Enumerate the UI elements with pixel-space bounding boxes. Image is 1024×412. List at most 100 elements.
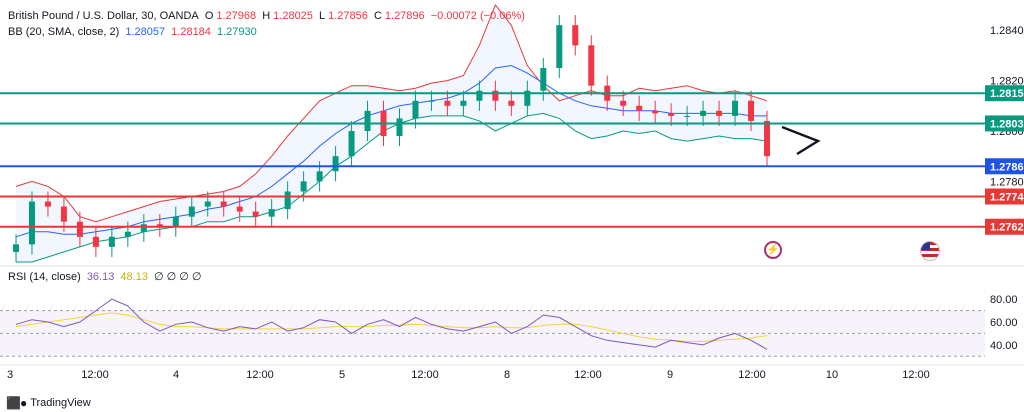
close-value: 1.27896: [384, 10, 425, 22]
high-label: H: [262, 10, 271, 22]
candle-body: [540, 68, 547, 91]
symbol-title: British Pound / U.S. Dollar, 30, OANDA: [8, 10, 199, 22]
time-tick-label: 8: [504, 369, 510, 381]
candle-body: [716, 110, 723, 116]
candle-body: [524, 90, 531, 106]
level-label: 1.2786: [990, 161, 1024, 173]
candle-body: [188, 206, 195, 217]
time-axis: 3 12:00 4 12:00 5 12:00 8 12:00 9 12:00 10 12:00: [0, 265, 1024, 381]
candle-body: [444, 100, 451, 106]
low-value: 1.27856: [328, 10, 368, 22]
price-tick-label: 1.2780: [990, 176, 1024, 188]
candle-body: [636, 105, 643, 111]
lightning-event-icon[interactable]: ⚡: [764, 241, 782, 259]
rsi-tick-label: 40.00: [990, 340, 1018, 352]
level-label-box: [985, 115, 1024, 132]
candle-body: [348, 131, 355, 157]
rsi-legend[interactable]: RSI (14, close) 36.13 48.13 ∅ ∅ ∅ ∅: [8, 270, 205, 283]
change-value: −0.00072 (−0.06%): [430, 10, 525, 22]
candle-body: [28, 201, 35, 245]
bb-lower-value: 1.27930: [216, 26, 257, 38]
rsi-tick-label: 60.00: [990, 317, 1018, 329]
candle-body: [252, 211, 259, 217]
level-label: 1.2774: [990, 192, 1024, 204]
candle-body: [764, 120, 771, 157]
level-label-box: [985, 85, 1024, 102]
us-flag-event-icon[interactable]: [920, 241, 940, 261]
candle-body: [76, 221, 83, 237]
candle-body: [684, 115, 691, 117]
candle-body: [220, 201, 227, 207]
candle-body: [668, 113, 675, 116]
candle-body: [108, 236, 115, 247]
time-tick-label: 12:00: [902, 369, 930, 381]
candle-body: [412, 100, 419, 119]
candle-body: [284, 191, 291, 210]
candle-body: [572, 25, 579, 46]
rsi-value: 36.13: [86, 271, 115, 283]
time-tick-label: 5: [339, 369, 345, 381]
time-tick-label: 10: [826, 369, 838, 381]
candle-body: [492, 90, 499, 101]
open-value: 1.27968: [216, 10, 257, 22]
level-label: 1.2815: [990, 88, 1024, 100]
close-label: C: [373, 10, 382, 22]
time-tick-label: 9: [667, 369, 673, 381]
candle-body: [236, 206, 243, 212]
rsi-line: [15, 298, 768, 350]
bb-upper-line: [15, 4, 768, 223]
candle-body: [268, 209, 275, 217]
candle-body: [588, 45, 595, 86]
bb-lower-line: [16, 112, 768, 263]
time-tick-label: 12:00: [411, 369, 439, 381]
candle-body: [396, 118, 403, 137]
rsi-pane: 80.00 60.00 40.00: [0, 294, 1018, 357]
arrow-annotation: [781, 125, 821, 156]
candle-body: [332, 156, 339, 172]
candle-body: [44, 201, 51, 207]
candle-body: [428, 100, 435, 102]
candle-body: [748, 100, 755, 121]
candle-body: [732, 100, 739, 116]
time-tick-label: 3: [7, 369, 13, 381]
candle-body: [92, 236, 99, 247]
time-tick-label: 12:00: [738, 369, 766, 381]
candle-body: [140, 224, 147, 232]
candle-body: [476, 90, 483, 101]
time-tick-label: 12:00: [574, 369, 602, 381]
bb-label: BB (20, SMA, close, 2): [8, 26, 120, 38]
candle-body: [300, 181, 307, 192]
candle-body: [508, 100, 515, 106]
high-value: 1.28025: [273, 10, 313, 22]
candle-body: [60, 206, 67, 222]
bb-basis-value: 1.28057: [125, 26, 166, 38]
brand-name[interactable]: TradingView: [30, 397, 91, 409]
bb-band-fill: [16, 5, 767, 262]
bb-upper-value: 1.28184: [171, 26, 211, 38]
candle-body: [172, 216, 179, 227]
candle-body: [652, 110, 659, 114]
candle-body: [124, 231, 131, 237]
candle-body: [12, 244, 19, 252]
rsi-extra-values: ∅ ∅ ∅ ∅: [154, 271, 202, 283]
time-tick-label: 12:00: [81, 369, 109, 381]
price-pane: 1.28401.28201.28001.27801.28151.28031.27…: [0, 4, 1024, 263]
level-label: 1.2803: [990, 118, 1024, 130]
time-tick-label: 4: [173, 369, 179, 381]
price-tick-label: 1.2840: [990, 25, 1024, 37]
price-tick-label: 1.2820: [990, 76, 1024, 88]
candle-body: [460, 100, 467, 106]
candle-body: [620, 100, 627, 106]
time-tick-label: 12:00: [246, 369, 274, 381]
level-label: 1.2762: [990, 222, 1024, 234]
rsi-label: RSI (14, close): [8, 271, 81, 283]
level-label-box: [985, 158, 1024, 175]
tradingview-logo-icon[interactable]: ⬛●: [6, 396, 27, 410]
rsi-tick-label: 80.00: [990, 294, 1018, 306]
bb-legend[interactable]: BB (20, SMA, close, 2) 1.28057 1.28184 1…: [8, 26, 260, 38]
candle-body: [364, 110, 371, 131]
candle-body: [204, 201, 211, 207]
open-label: O: [204, 10, 214, 22]
symbol-legend: British Pound / U.S. Dollar, 30, OANDA O…: [8, 10, 528, 22]
